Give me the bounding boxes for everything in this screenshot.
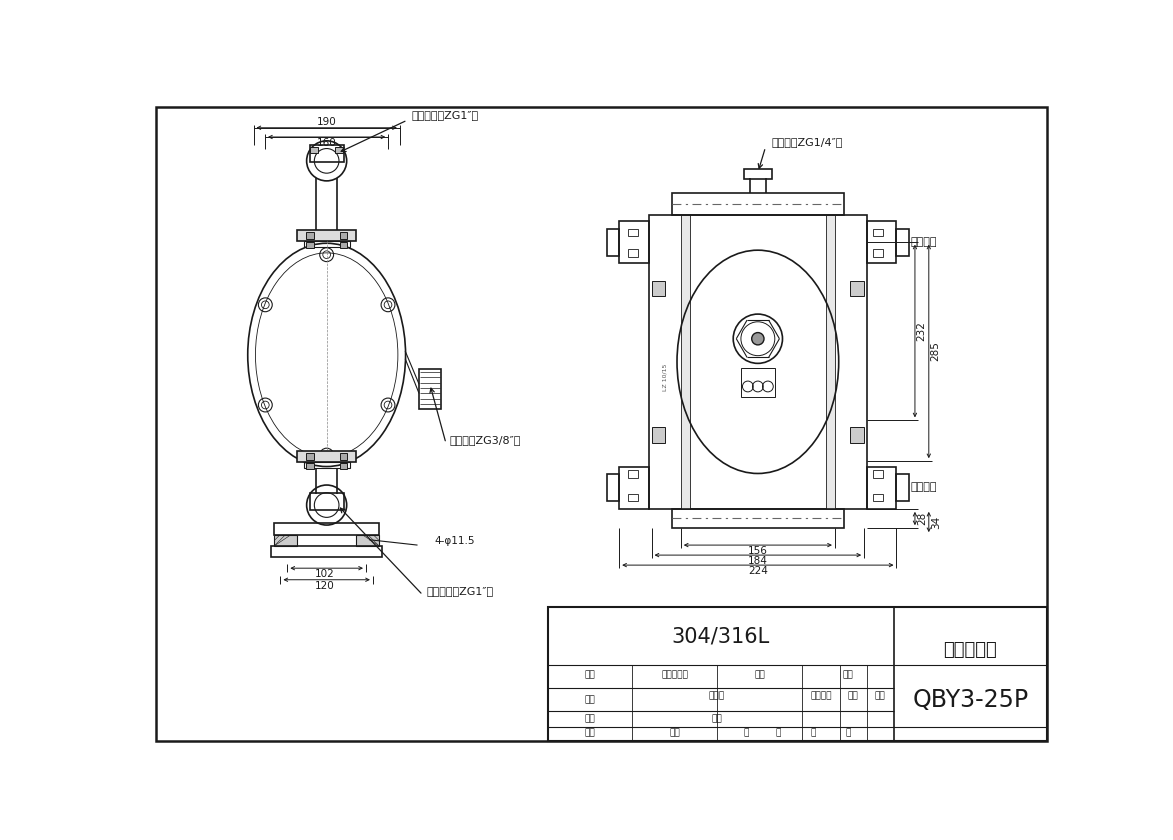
Text: 审核: 审核 (584, 715, 596, 723)
Text: 日期: 日期 (842, 670, 853, 680)
Bar (419, 369, 441, 409)
Text: 物料进口（ZG1″）: 物料进口（ZG1″） (427, 585, 494, 596)
Text: 第: 第 (811, 728, 816, 738)
Bar (606, 228, 619, 255)
Text: 160: 160 (317, 138, 337, 148)
Bar (649, 215, 867, 509)
Bar (619, 221, 649, 263)
Bar (310, 493, 344, 510)
Bar (651, 428, 665, 443)
Bar (306, 463, 313, 469)
Bar (680, 215, 690, 509)
Text: 102: 102 (316, 570, 335, 580)
Text: 232: 232 (916, 321, 927, 341)
Text: 120: 120 (316, 581, 335, 591)
Text: 页: 页 (777, 728, 781, 738)
Bar (298, 451, 355, 462)
Text: 批准: 批准 (712, 715, 723, 723)
Text: 消声器（ZG3/8″）: 消声器（ZG3/8″） (450, 434, 521, 444)
Bar (744, 169, 772, 179)
Bar (306, 242, 313, 248)
Bar (672, 509, 845, 528)
Bar (340, 453, 347, 460)
Bar (896, 228, 909, 255)
Bar (274, 535, 298, 546)
Text: 156: 156 (748, 546, 768, 556)
Bar (867, 221, 896, 263)
Bar (306, 453, 313, 460)
Bar (850, 428, 865, 443)
Text: 比例: 比例 (875, 691, 886, 701)
Text: 日期: 日期 (670, 728, 680, 738)
Bar (310, 145, 344, 162)
Text: 更改文件号: 更改文件号 (662, 670, 689, 680)
Bar (335, 147, 343, 153)
Text: 34: 34 (930, 516, 941, 528)
Text: QBY3-25P: QBY3-25P (913, 688, 1029, 711)
Text: 重量: 重量 (848, 691, 859, 701)
Bar (606, 475, 619, 501)
Text: 工艺: 工艺 (584, 728, 596, 738)
Bar (629, 249, 638, 257)
Text: 进气口（ZG1/4″）: 进气口（ZG1/4″） (772, 137, 843, 147)
Bar (548, 607, 1046, 742)
Text: 304/316L: 304/316L (672, 627, 769, 647)
Bar (304, 462, 350, 468)
Bar (629, 228, 638, 236)
Bar (672, 193, 845, 215)
Text: 物料出口（ZG1″）: 物料出口（ZG1″） (412, 110, 479, 119)
Text: 页: 页 (846, 728, 850, 738)
Text: 224: 224 (748, 566, 768, 576)
Text: 184: 184 (748, 556, 768, 566)
Text: 安装尺寸图: 安装尺寸图 (943, 641, 997, 659)
Bar (274, 522, 379, 535)
Text: 图样标记: 图样标记 (811, 691, 832, 701)
Bar (355, 535, 379, 546)
Bar (629, 493, 638, 501)
Bar (619, 466, 649, 509)
Bar (867, 466, 896, 509)
Bar (651, 281, 665, 297)
Text: 签字: 签字 (754, 670, 765, 680)
Text: LZ 10/15: LZ 10/15 (663, 364, 667, 391)
Text: 标记: 标记 (584, 670, 596, 680)
Text: （出口）: （出口） (910, 237, 937, 247)
Circle shape (752, 333, 764, 345)
Text: 共: 共 (744, 728, 750, 738)
Bar (311, 147, 318, 153)
Bar (874, 493, 882, 501)
Bar (874, 470, 882, 478)
Bar (741, 368, 775, 397)
Text: 4-φ11.5: 4-φ11.5 (434, 536, 475, 546)
Bar (850, 281, 865, 297)
Bar (826, 215, 835, 509)
Text: 设计: 设计 (584, 696, 596, 705)
Bar (896, 475, 909, 501)
Text: 190: 190 (317, 118, 337, 128)
Bar (304, 241, 350, 247)
Bar (629, 470, 638, 478)
Text: 标准化: 标准化 (708, 691, 725, 701)
Text: 28: 28 (917, 512, 927, 525)
Text: （进口）: （进口） (910, 482, 937, 492)
Bar (340, 463, 347, 469)
Bar (340, 242, 347, 248)
Text: 285: 285 (930, 341, 940, 361)
Bar (874, 228, 882, 236)
Bar (271, 546, 382, 557)
Bar (298, 230, 355, 241)
Bar (306, 232, 313, 239)
Bar (874, 249, 882, 257)
Bar (340, 232, 347, 239)
